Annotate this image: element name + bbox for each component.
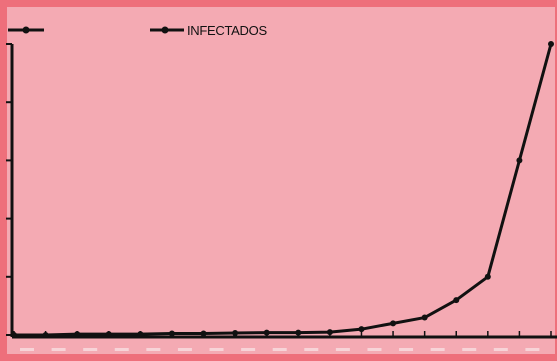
data-point	[168, 330, 175, 337]
legend-swatch-marker	[161, 26, 169, 34]
data-point	[200, 330, 207, 337]
data-point	[548, 41, 554, 47]
x-tick-label	[272, 348, 287, 351]
x-tick-label	[525, 348, 540, 351]
legend: INFECTADOS	[8, 23, 268, 38]
x-tick-label	[304, 348, 319, 351]
x-tick-label	[430, 348, 445, 351]
data-point	[295, 329, 302, 336]
data-point	[390, 320, 397, 327]
data-point	[105, 331, 112, 338]
data-point	[263, 329, 270, 336]
data-point	[358, 326, 365, 333]
x-tick-label	[20, 348, 34, 351]
data-point	[42, 332, 49, 338]
x-tick-label	[493, 348, 508, 351]
data-point	[453, 297, 460, 304]
data-point	[484, 273, 491, 280]
data-point	[421, 314, 428, 321]
legend-entry	[8, 26, 44, 34]
legend-swatch-marker	[22, 26, 30, 34]
data-point	[11, 332, 17, 338]
x-tick-labels	[20, 348, 540, 351]
x-tick-label	[462, 348, 477, 351]
x-tick-label	[209, 348, 224, 351]
data-point	[326, 329, 333, 336]
legend-label: INFECTADOS	[187, 23, 267, 38]
legend-entry: INFECTADOS	[150, 23, 268, 38]
data-point	[232, 329, 239, 336]
data-point	[137, 331, 144, 338]
data-point	[516, 157, 523, 164]
plot-area	[11, 41, 554, 338]
series-line-infectados	[14, 43, 553, 337]
x-tick-label	[83, 348, 98, 351]
x-tick-label	[335, 348, 350, 351]
axes	[6, 43, 557, 351]
x-tick-label	[146, 348, 161, 351]
x-tick-label	[399, 348, 414, 351]
data-point	[74, 331, 81, 338]
x-tick-label	[241, 348, 256, 351]
x-tick-label	[51, 348, 66, 351]
x-tick-label	[367, 348, 382, 351]
x-tick-label	[114, 348, 129, 351]
x-tick-label	[177, 348, 192, 351]
